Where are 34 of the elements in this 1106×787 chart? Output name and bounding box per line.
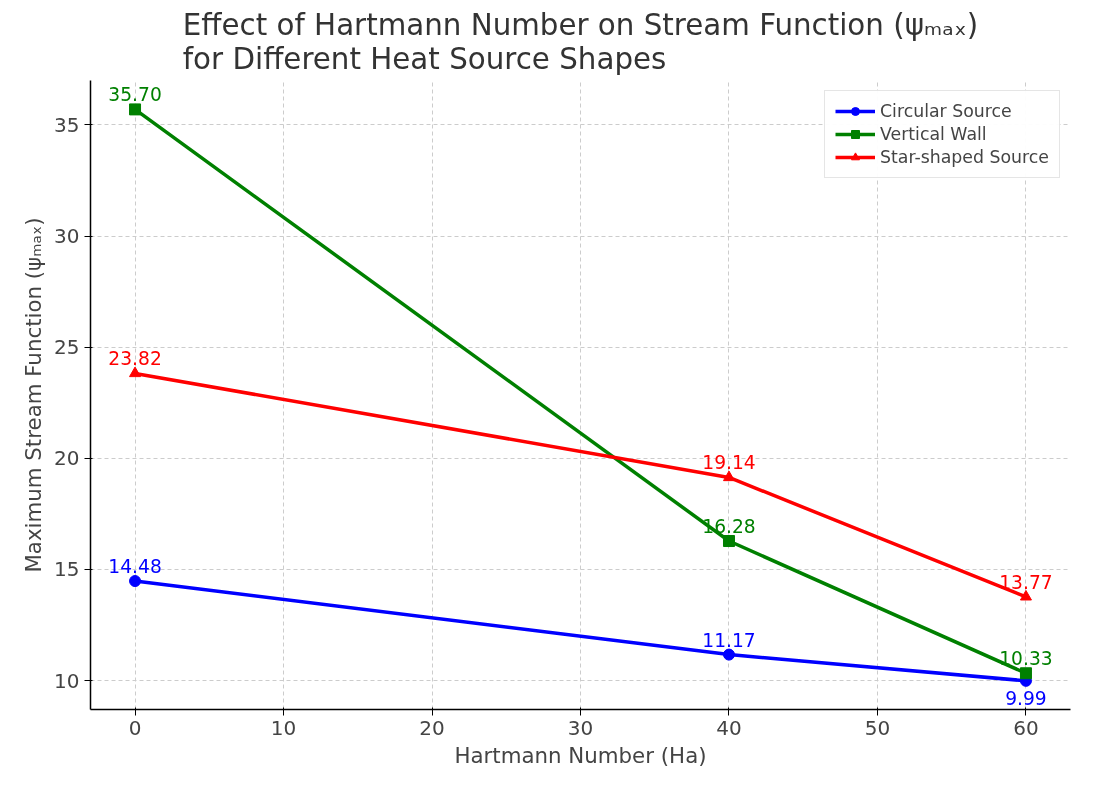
y-tick-label: 30 <box>54 224 80 249</box>
point <box>722 470 735 482</box>
y-tick-label: 20 <box>54 446 80 471</box>
data-label: 9.99 <box>1005 687 1047 709</box>
y-axis-title: Maximum Stream Function (ψₘₐₓ) <box>21 217 47 573</box>
x-tick-label: 40 <box>716 715 742 740</box>
data-label: 23.82 <box>108 348 162 370</box>
chart-title: Effect of Hartmann Number on Stream Function (ψₘₐₓ) for Different Heat Source Shapes <box>182 7 979 76</box>
x-tick-label: 0 <box>128 715 142 740</box>
data-label: 10.33 <box>999 648 1053 670</box>
point <box>1019 589 1032 601</box>
point <box>1019 667 1032 680</box>
point <box>722 535 735 548</box>
x-axis-title: Hartmann Number (Ha) <box>454 742 707 768</box>
data-label: 11.17 <box>702 629 756 651</box>
point <box>129 366 142 378</box>
data-label: 19.14 <box>702 452 756 474</box>
x-tick-label: 30 <box>567 715 594 740</box>
legend-label: Star-shaped Source <box>880 147 1049 167</box>
point <box>722 648 735 661</box>
data-label: 35.70 <box>108 84 162 106</box>
y-tick-label: 35 <box>54 112 80 137</box>
data-label: 14.48 <box>108 556 162 578</box>
legend-label: Circular Source <box>880 101 1012 121</box>
x-tick-label: 20 <box>419 715 445 740</box>
x-tick-label: 50 <box>864 715 891 740</box>
x-tick-label: 10 <box>270 715 297 740</box>
point <box>129 575 142 588</box>
point <box>129 103 142 116</box>
y-tick-label: 15 <box>54 557 80 582</box>
legend-label: Vertical Wall <box>880 124 987 144</box>
y-tick-label: 10 <box>54 668 80 693</box>
y-tick-label: 25 <box>54 335 80 360</box>
x-tick-label: 60 <box>1013 715 1039 740</box>
